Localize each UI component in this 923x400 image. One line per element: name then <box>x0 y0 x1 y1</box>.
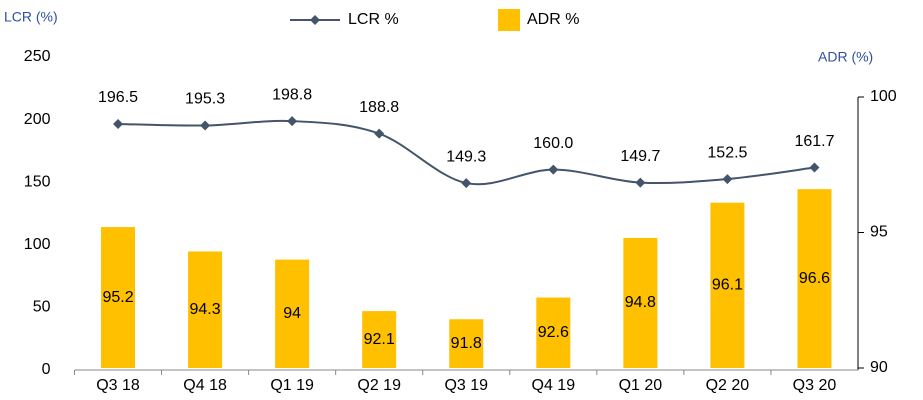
legend-label: ADR % <box>527 11 579 28</box>
bar <box>710 202 745 368</box>
y-tick-label: 150 <box>24 173 51 190</box>
line-value-label: 160.0 <box>533 135 573 152</box>
y-tick-label: 200 <box>24 111 51 128</box>
legend-swatch <box>498 9 520 31</box>
bar <box>797 189 832 368</box>
bar-value-label: 96.6 <box>799 270 830 287</box>
line-value-label: 152.5 <box>707 144 747 161</box>
line-marker <box>809 162 820 173</box>
line-value-label: 198.8 <box>272 86 312 103</box>
y-tick-label: 100 <box>24 236 51 253</box>
line-value-label: 195.3 <box>185 91 225 108</box>
line-marker <box>548 164 559 175</box>
y2-tick-label: 90 <box>870 359 888 376</box>
bar-value-label: 91.8 <box>451 335 482 352</box>
x-tick-label: Q3 18 <box>96 377 140 394</box>
y-tick-label: 0 <box>42 361 51 378</box>
y-axis-label: LCR (%) <box>4 9 58 25</box>
x-tick-label: Q1 19 <box>270 377 314 394</box>
y2-tick-label: 100 <box>870 88 897 105</box>
bar-value-label: 96.1 <box>712 277 743 294</box>
y-tick-label: 250 <box>24 48 51 65</box>
x-tick-label: Q3 19 <box>444 377 488 394</box>
y-tick-label: 50 <box>33 299 51 316</box>
bar <box>536 297 571 368</box>
bar <box>101 227 136 368</box>
x-tick-label: Q2 19 <box>357 377 401 394</box>
line-value-label: 149.7 <box>620 148 660 165</box>
bar <box>449 319 484 368</box>
x-tick-label: Q2 20 <box>706 377 750 394</box>
bar-value-label: 92.6 <box>538 324 569 341</box>
y2-axis-label: ADR (%) <box>818 49 873 65</box>
line-marker <box>461 178 472 189</box>
line-value-label: 161.7 <box>794 133 834 150</box>
bar <box>275 259 310 368</box>
bar <box>188 251 223 368</box>
y2-tick-label: 95 <box>870 224 888 241</box>
line-marker <box>287 116 298 127</box>
legend-label: LCR % <box>348 11 399 28</box>
bar-value-label: 95.2 <box>102 289 133 306</box>
bar <box>362 311 397 368</box>
x-tick-label: Q4 18 <box>183 377 227 394</box>
line-marker <box>635 177 646 188</box>
bar-value-label: 92.1 <box>364 331 395 348</box>
bar-value-label: 94 <box>283 305 301 322</box>
line-marker <box>113 118 124 129</box>
x-tick-label: Q1 20 <box>619 377 663 394</box>
x-tick-label: Q3 20 <box>793 377 837 394</box>
line-marker <box>722 174 733 185</box>
bar-value-label: 94.8 <box>625 294 656 311</box>
line-value-label: 188.8 <box>359 99 399 116</box>
x-tick-label: Q4 19 <box>532 377 576 394</box>
legend-marker <box>310 15 320 25</box>
bar-value-label: 94.3 <box>190 301 221 318</box>
line-marker <box>374 128 385 139</box>
line-marker <box>200 120 211 131</box>
line-value-label: 196.5 <box>98 89 138 106</box>
line-value-label: 149.3 <box>446 148 486 165</box>
bar <box>623 237 658 368</box>
